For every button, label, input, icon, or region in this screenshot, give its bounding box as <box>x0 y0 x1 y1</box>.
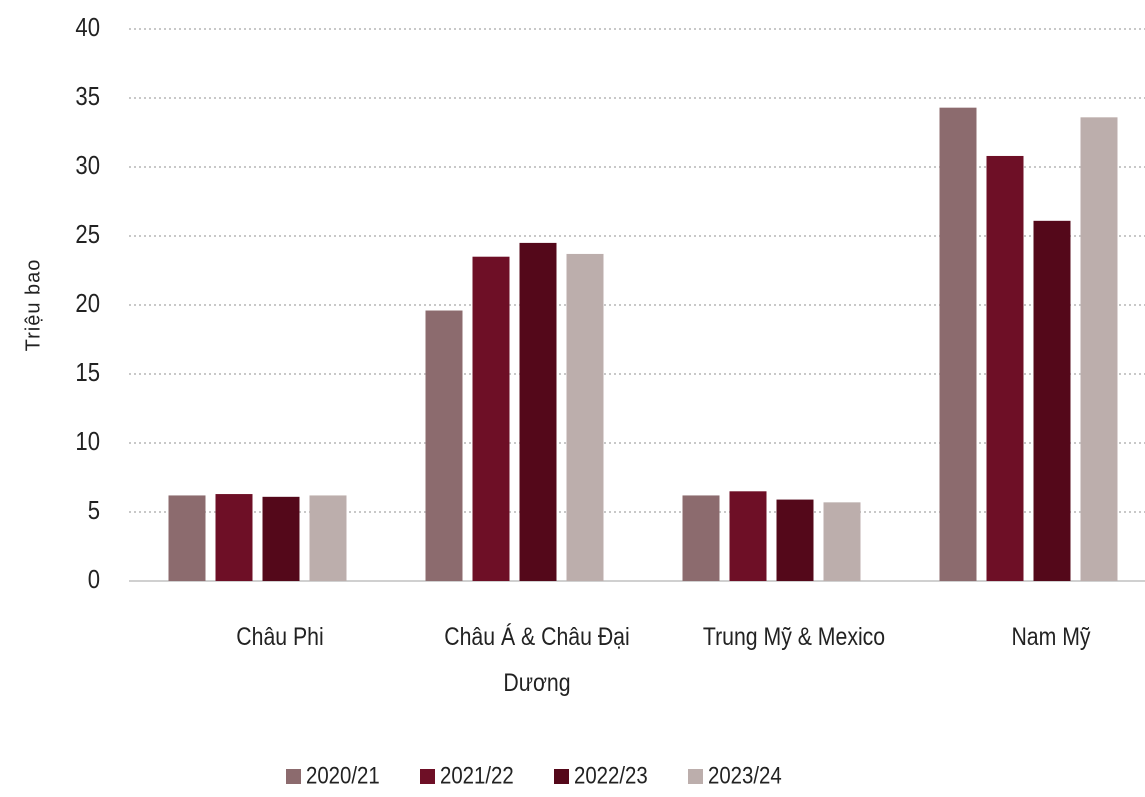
legend-swatch <box>420 769 435 784</box>
x-tick-label: Châu Phi <box>235 623 324 651</box>
y-tick-label: 10 <box>75 427 100 456</box>
x-tick-label: Châu Á & Châu Đại Dương <box>443 623 630 697</box>
y-tick-label: 5 <box>88 496 100 525</box>
legend-label: 2020/21 <box>306 762 380 789</box>
y-tick-label: 35 <box>75 82 100 111</box>
bar <box>425 310 463 581</box>
y-tick-label: 0 <box>88 565 100 594</box>
legend-swatch <box>554 769 569 784</box>
bar <box>776 499 814 581</box>
legend-label: 2021/22 <box>440 762 514 789</box>
bar <box>1080 117 1118 581</box>
bar <box>986 155 1024 581</box>
bar <box>309 495 347 581</box>
x-tick-label: Trung Mỹ & Mexico <box>702 623 885 651</box>
legend-swatch <box>688 769 703 784</box>
bar <box>729 491 767 581</box>
bar <box>472 256 510 581</box>
legend-swatch <box>286 769 301 784</box>
bar <box>1033 220 1071 581</box>
y-tick-label: 40 <box>75 13 100 42</box>
bar <box>215 494 253 581</box>
bar <box>823 502 861 581</box>
bar <box>262 496 300 581</box>
bar <box>939 107 977 581</box>
y-tick-label: 15 <box>75 358 100 387</box>
y-axis-label: Triệu bao <box>22 259 44 352</box>
bar <box>168 495 206 581</box>
bar <box>682 495 720 581</box>
bar <box>519 242 557 581</box>
legend-label: 2023/24 <box>708 762 782 789</box>
legend-label: 2022/23 <box>574 762 648 789</box>
y-tick-label: 30 <box>75 151 100 180</box>
y-tick-label: 25 <box>75 220 100 249</box>
y-tick-label: 20 <box>75 289 100 318</box>
bar <box>566 253 604 581</box>
x-tick-label: Nam Mỹ <box>1010 623 1091 651</box>
